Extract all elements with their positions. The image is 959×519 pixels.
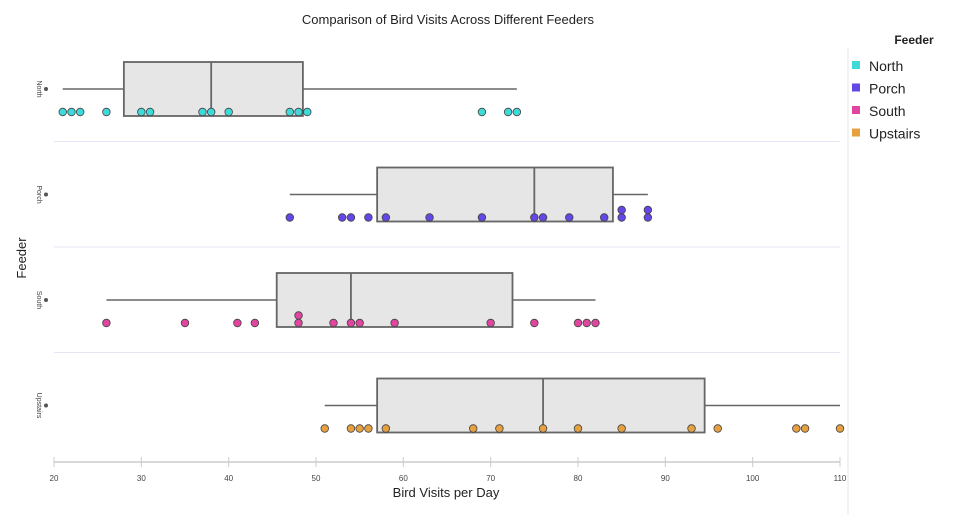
data-point [198,107,207,117]
data-point [573,424,583,433]
data-point [303,107,312,117]
data-point [355,424,364,433]
category-marker [44,192,48,197]
x-tick-label: 90 [661,474,670,483]
y-axis-title: Feeder [14,237,29,279]
data-point [486,318,495,328]
data-point [67,107,76,117]
data-point [538,213,548,222]
data-point [617,213,626,222]
data-point [591,318,600,328]
category-label-south: South [35,291,42,309]
category-marker [44,87,48,91]
data-point [617,205,626,215]
box-upstairs [376,377,706,434]
data-point [102,107,111,117]
data-point [75,107,85,117]
legend-label-south: South [869,103,906,119]
data-point [600,213,609,222]
data-point [338,213,347,222]
x-tick-label: 80 [574,474,583,483]
category-label-upstairs: Upstairs [35,393,42,419]
data-point [617,424,626,433]
data-point [530,213,539,222]
data-point [687,424,696,433]
data-point [792,424,801,433]
data-point [137,107,146,117]
x-tick-label: 30 [137,474,146,483]
data-point [355,318,364,328]
data-point [835,424,845,433]
category-label-porch: Porch [35,185,42,203]
x-tick-label: 110 [834,474,847,483]
data-point [224,107,233,117]
box-north [122,61,304,117]
data-point [643,205,653,215]
x-tick-label: 60 [399,474,408,483]
data-point [58,107,67,117]
data-point [206,107,216,117]
legend-swatch-north [852,61,860,69]
legend-title: Feeder [894,33,934,47]
chart-title: Comparison of Bird Visits Across Differe… [302,12,595,27]
data-point [346,213,356,222]
category-marker [44,403,48,408]
data-point [381,424,391,433]
data-point [346,424,356,433]
x-tick-label: 20 [50,474,59,483]
category-marker [44,298,48,302]
legend-swatch-porch [852,83,860,92]
data-point [477,107,487,117]
legend-label-porch: Porch [869,81,906,97]
data-point [294,318,303,328]
x-tick-label: 100 [746,474,760,483]
category-label-north: North [35,80,42,97]
legend-label-upstairs: Upstairs [869,126,920,142]
data-point [294,311,303,320]
data-point [643,213,653,222]
data-point [381,213,391,222]
box-south [275,272,514,328]
data-point [495,424,504,433]
data-point [329,318,338,328]
data-point [364,424,373,433]
data-point [250,318,260,328]
data-point [565,213,574,222]
x-axis-title: Bird Visits per Day [393,485,500,500]
x-tick-label: 70 [486,474,495,483]
data-point [390,318,399,328]
box-porch [376,166,614,223]
x-tick-label: 50 [312,474,321,483]
data-point [145,107,155,117]
data-point [294,107,303,117]
data-point [320,424,329,433]
data-point [538,424,548,433]
legend-label-north: North [869,58,903,74]
data-point [503,107,513,117]
legend-swatch-upstairs [852,128,860,137]
data-point [530,318,539,328]
data-point [285,107,294,117]
x-tick-label: 40 [224,474,233,483]
data-point [469,424,478,433]
data-point [477,213,487,222]
data-point [582,318,591,328]
data-point [512,107,522,117]
data-point [102,318,111,328]
legend-swatch-south [852,106,860,114]
data-point [180,318,190,328]
data-point [364,213,373,222]
data-point [800,424,810,433]
data-point [425,213,434,222]
data-point [233,318,242,328]
data-point [285,213,294,222]
data-point [346,318,356,328]
data-point [573,318,583,328]
data-point [713,424,722,433]
